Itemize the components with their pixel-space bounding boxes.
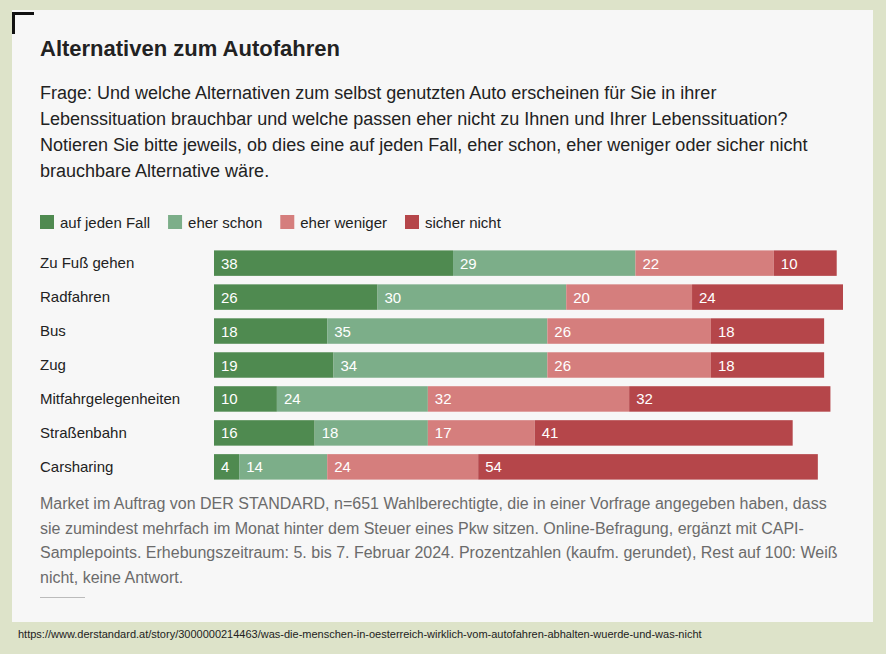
bar-segment bbox=[692, 284, 843, 309]
data-label: 19 bbox=[221, 357, 238, 374]
bar-segment bbox=[315, 420, 428, 445]
data-label: 32 bbox=[435, 390, 452, 407]
bar-segment bbox=[547, 318, 711, 343]
bar-segment bbox=[214, 454, 239, 479]
y-axis: Zu Fuß gehen Radfahren Bus Zug Mitfahrgelege… bbox=[40, 248, 180, 484]
data-label: 26 bbox=[554, 357, 571, 374]
bar-segment bbox=[547, 352, 711, 377]
bar-segment bbox=[214, 352, 334, 377]
source: https://www.derstandard.at/story/3000000… bbox=[18, 628, 702, 640]
data-label: 16 bbox=[221, 424, 238, 441]
data-label: 26 bbox=[221, 289, 238, 306]
legend: auf jeden Fall eher schon eher weniger sich… bbox=[40, 214, 502, 231]
legend-label: eher schon bbox=[188, 214, 262, 231]
bar-segment bbox=[327, 318, 547, 343]
data-label: 18 bbox=[221, 323, 238, 340]
bar-segment bbox=[428, 386, 629, 411]
note: Market im Auftrag von DER STANDARD, n=65… bbox=[40, 492, 840, 590]
tick: Radfahren bbox=[40, 288, 110, 305]
bar-segment bbox=[327, 454, 478, 479]
tick-label: Straßenbahn bbox=[40, 424, 127, 441]
legend-swatch bbox=[40, 215, 54, 229]
tick-label: Bus bbox=[40, 322, 66, 339]
bar-segment bbox=[214, 420, 315, 445]
tick: Zu Fuß gehen bbox=[40, 254, 134, 271]
bar-segment bbox=[378, 284, 567, 309]
bar-segment bbox=[334, 352, 548, 377]
bar-segment bbox=[711, 318, 824, 343]
tick-label: Zug bbox=[40, 356, 66, 373]
data-labels: 3826181910164293035342418142220262632172… bbox=[221, 255, 797, 476]
tick-label: Zu Fuß gehen bbox=[40, 254, 134, 271]
data-label: 34 bbox=[341, 357, 358, 374]
data-label: 18 bbox=[718, 357, 735, 374]
tick: Zug bbox=[40, 356, 66, 373]
data-label: 30 bbox=[385, 289, 402, 306]
bar-segment bbox=[214, 250, 453, 275]
data-label: 54 bbox=[485, 458, 502, 475]
data-label: 35 bbox=[334, 323, 351, 340]
bar-segment bbox=[453, 250, 635, 275]
data-label: 17 bbox=[435, 424, 452, 441]
bar-segment bbox=[277, 386, 428, 411]
data-label: 18 bbox=[322, 424, 339, 441]
data-label: 38 bbox=[221, 255, 238, 272]
legend-swatch bbox=[168, 215, 182, 229]
legend-label: sicher nicht bbox=[425, 214, 502, 231]
bar-segment bbox=[566, 284, 692, 309]
bar-segment bbox=[214, 386, 277, 411]
data-label: 18 bbox=[718, 323, 735, 340]
bar-segment bbox=[635, 250, 773, 275]
bar-segment bbox=[428, 420, 535, 445]
bar-segment bbox=[478, 454, 818, 479]
legend-label: auf jeden Fall bbox=[60, 214, 150, 231]
data-label: 41 bbox=[542, 424, 559, 441]
legend-swatch bbox=[280, 215, 294, 229]
legend-label: eher weniger bbox=[300, 214, 387, 231]
corner-mark bbox=[12, 12, 34, 15]
bar-segment bbox=[214, 284, 378, 309]
tick-label: Mitfahrgelegenheiten bbox=[40, 390, 180, 407]
data-label: 20 bbox=[573, 289, 590, 306]
data-label: 4 bbox=[221, 458, 229, 475]
data-label: 10 bbox=[221, 390, 238, 407]
data-label: 22 bbox=[642, 255, 659, 272]
subtitle: Frage: Und welche Alternativen zum selbs… bbox=[40, 80, 840, 184]
bar-segment bbox=[535, 420, 793, 445]
bars bbox=[214, 250, 843, 479]
tick-label: Radfahren bbox=[40, 288, 110, 305]
tick: Bus bbox=[40, 322, 66, 339]
legend-swatch bbox=[405, 215, 419, 229]
bar-segment bbox=[774, 250, 837, 275]
bar-segment bbox=[711, 352, 824, 377]
data-label: 14 bbox=[246, 458, 263, 475]
tick: Straßenbahn bbox=[40, 424, 127, 441]
data-label: 10 bbox=[781, 255, 798, 272]
bar-segment bbox=[629, 386, 830, 411]
data-label: 24 bbox=[284, 390, 301, 407]
data-label: 24 bbox=[334, 458, 351, 475]
data-label: 24 bbox=[699, 289, 716, 306]
data-label: 29 bbox=[460, 255, 477, 272]
title: Alternativen zum Autofahren bbox=[40, 36, 340, 62]
tick: Mitfahrgelegenheiten bbox=[40, 390, 180, 407]
tick-label: Carsharing bbox=[40, 458, 113, 475]
corner-mark bbox=[12, 12, 15, 34]
tick: Carsharing bbox=[40, 458, 113, 475]
chart: auf jeden Fall eher schon eher weniger sich… bbox=[0, 0, 886, 654]
data-label: 26 bbox=[554, 323, 571, 340]
rule bbox=[40, 597, 85, 598]
bar-segment bbox=[214, 318, 327, 343]
bar-segment bbox=[239, 454, 327, 479]
data-label: 32 bbox=[636, 390, 653, 407]
